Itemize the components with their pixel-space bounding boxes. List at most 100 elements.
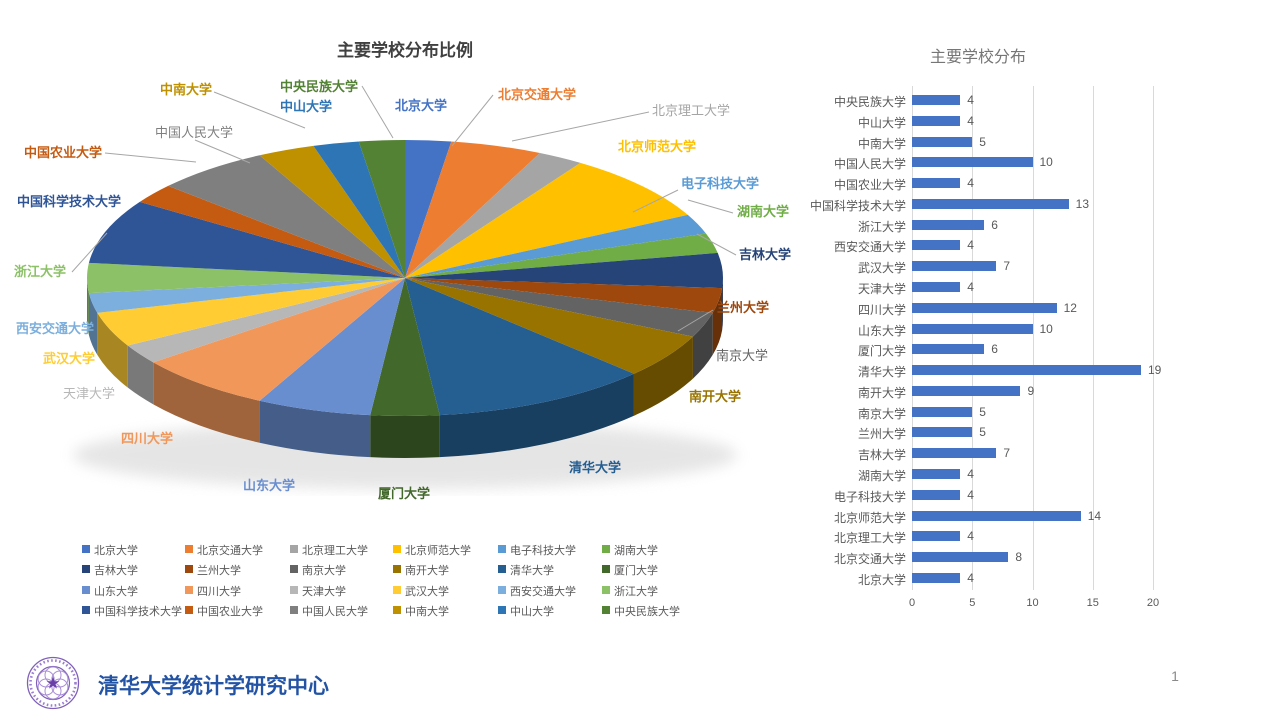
pie-slice-6 xyxy=(405,252,723,289)
bar-value-15: 5 xyxy=(979,404,986,419)
x-tick-20: 20 xyxy=(1146,597,1160,609)
page-number: 1 xyxy=(1171,668,1179,684)
bar-1 xyxy=(912,115,961,126)
pie-label-1: 北京交通大学 xyxy=(498,87,577,102)
pie-slice-16 xyxy=(88,278,406,313)
bar-5 xyxy=(912,198,1069,209)
legend-label-3: 北京师范大学 xyxy=(405,545,471,557)
pie-slice-8 xyxy=(405,278,713,337)
gridline-10 xyxy=(1032,86,1034,590)
pie-slice-3 xyxy=(405,162,688,278)
pie-label-13: 四川大学 xyxy=(121,431,174,446)
leader-line-0 xyxy=(213,91,306,129)
legend-item-4: 电子科技大学 xyxy=(498,542,598,557)
legend-item-0: 北京大学 xyxy=(82,542,182,557)
legend-item-20: 中国人民大学 xyxy=(290,603,390,618)
bar-value-8: 7 xyxy=(1003,259,1011,274)
pie-label-21: 中南大学 xyxy=(160,82,213,97)
pie-rim-16 xyxy=(88,293,98,355)
legend-swatch-9 xyxy=(393,565,401,574)
bar-value-11: 10 xyxy=(1039,321,1053,336)
x-tick-15: 15 xyxy=(1086,597,1099,609)
legend-swatch-10 xyxy=(498,565,506,574)
legend-item-6: 吉林大学 xyxy=(82,562,182,578)
legend-swatch-2 xyxy=(290,545,298,553)
pie-slice-14 xyxy=(127,278,405,363)
legend-swatch-13 xyxy=(185,585,193,594)
legend-swatch-14 xyxy=(290,585,298,594)
legend-item-13: 四川大学 xyxy=(185,583,285,598)
pie-slice-1 xyxy=(405,141,540,278)
pie-label-3: 北京师范大学 xyxy=(618,139,697,154)
pie-label-22: 中山大学 xyxy=(280,99,333,114)
pie-label-14: 天津大学 xyxy=(63,386,116,401)
legend-item-3: 北京师范大学 xyxy=(393,542,493,557)
bar-22 xyxy=(912,552,1009,563)
pie-slice-0 xyxy=(405,140,452,278)
bar-16 xyxy=(912,427,973,438)
legend-swatch-5 xyxy=(602,545,610,553)
bar-14 xyxy=(912,385,1021,396)
legend-swatch-23 xyxy=(602,605,610,614)
leader-line-2 xyxy=(451,94,494,147)
legend-swatch-17 xyxy=(602,585,610,594)
legend-label-19: 中国农业大学 xyxy=(197,605,263,618)
bar-12 xyxy=(912,344,985,355)
legend-item-17: 浙江大学 xyxy=(602,583,702,598)
legend-swatch-21 xyxy=(393,605,401,614)
legend-label-6: 吉林大学 xyxy=(94,565,138,578)
legend-swatch-20 xyxy=(290,605,298,614)
legend-item-16: 西安交通大学 xyxy=(498,583,598,598)
star-icon xyxy=(46,676,60,689)
pie-rim-6 xyxy=(722,278,723,331)
bar-value-21: 4 xyxy=(967,529,974,544)
pie-3d-chart xyxy=(71,85,737,489)
legend-swatch-19 xyxy=(185,605,193,614)
pie-rim-7 xyxy=(712,288,723,355)
pie-slice-7 xyxy=(405,278,723,313)
bar-11 xyxy=(912,323,1033,334)
x-tick-0: 0 xyxy=(908,597,916,609)
leader-line-7 xyxy=(677,309,714,332)
pie-rim-12 xyxy=(259,400,371,458)
pie-label-23: 中央民族大学 xyxy=(280,79,359,94)
pie-label-10: 清华大学 xyxy=(569,460,622,475)
bar-value-6: 6 xyxy=(991,217,998,232)
bar-value-22: 8 xyxy=(1015,550,1023,565)
legend-item-9: 南开大学 xyxy=(393,562,493,577)
leader-line-3 xyxy=(511,111,650,142)
pie-rim-11 xyxy=(370,415,440,458)
legend-label-4: 电子科技大学 xyxy=(510,545,576,557)
legend-swatch-11 xyxy=(602,565,610,574)
legend-item-18: 中国科学技术大学 xyxy=(82,603,182,618)
legend-item-1: 北京交通大学 xyxy=(185,542,285,557)
pie-slice-22 xyxy=(313,141,405,278)
bar-21 xyxy=(912,531,961,542)
legend-label-13: 四川大学 xyxy=(197,585,241,598)
legend-item-7: 兰州大学 xyxy=(185,562,285,577)
pie-slice-2 xyxy=(405,153,581,278)
gridline-20 xyxy=(1153,86,1154,590)
pie-slice-17 xyxy=(87,262,406,294)
pie-rim-8 xyxy=(692,312,713,379)
bar-17 xyxy=(912,448,997,459)
pie-slice-23 xyxy=(358,140,405,278)
legend-item-15: 武汉大学 xyxy=(393,583,493,598)
legend-item-23: 中央民族大学 xyxy=(602,603,702,618)
pie-legend: 北京大学 北京交通大学 北京理工大学 北京师范大学 电子科技大学 湖南大学 吉林大学 兰州大学… xyxy=(0,536,810,632)
bar-value-9: 4 xyxy=(967,280,974,295)
bar-value-0: 4 xyxy=(967,93,974,107)
bar-value-18: 4 xyxy=(967,467,974,482)
legend-swatch-18 xyxy=(82,605,90,614)
pie-rim-17 xyxy=(87,278,89,336)
pie-label-6: 吉林大学 xyxy=(739,247,792,262)
bar-7 xyxy=(912,240,961,251)
bar-value-12: 6 xyxy=(991,342,998,357)
legend-label-21: 中南大学 xyxy=(405,605,449,618)
gridline-5 xyxy=(972,86,974,590)
x-tick-5: 5 xyxy=(969,597,976,609)
pie-label-19: 中国农业大学 xyxy=(24,145,103,160)
legend-swatch-3 xyxy=(393,545,401,553)
legend-label-8: 南京大学 xyxy=(302,565,346,578)
pie-label-2: 北京理工大学 xyxy=(652,103,731,118)
